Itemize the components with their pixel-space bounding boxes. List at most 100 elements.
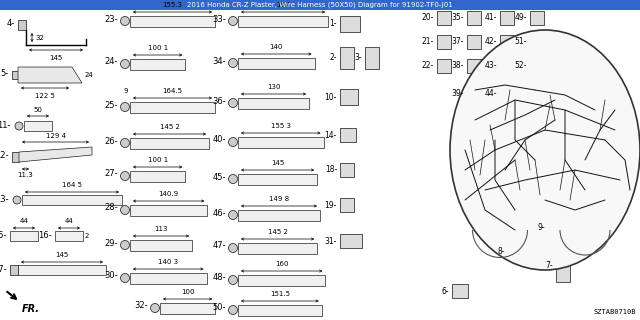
Text: FR.: FR. <box>22 304 40 314</box>
Text: 23-: 23- <box>104 14 118 23</box>
Text: 8-: 8- <box>497 247 505 257</box>
Text: 33-: 33- <box>212 14 226 23</box>
Bar <box>160 302 215 314</box>
Text: 130: 130 <box>267 84 280 90</box>
Text: SZTAB0710B: SZTAB0710B <box>593 309 636 315</box>
Text: 39-: 39- <box>451 89 464 98</box>
Bar <box>55 231 83 241</box>
Text: 38-: 38- <box>452 61 464 70</box>
Text: 44: 44 <box>20 218 28 224</box>
Text: 46-: 46- <box>212 209 226 218</box>
Text: 100 1: 100 1 <box>147 45 168 51</box>
Text: 17-: 17- <box>0 266 7 275</box>
Text: 20-: 20- <box>422 13 434 22</box>
Text: 32: 32 <box>35 35 44 41</box>
Text: 22-: 22- <box>422 61 434 70</box>
Circle shape <box>549 223 559 233</box>
Circle shape <box>228 59 237 68</box>
Bar <box>130 59 185 69</box>
Bar <box>500 59 514 73</box>
Text: 43-: 43- <box>484 61 497 70</box>
Text: 155 3: 155 3 <box>271 123 291 129</box>
Bar <box>437 59 451 73</box>
Text: 41-: 41- <box>484 13 497 22</box>
Text: 145 2: 145 2 <box>268 229 287 235</box>
Bar <box>238 210 320 220</box>
Text: 5-: 5- <box>1 68 9 77</box>
Text: 6-: 6- <box>442 287 449 297</box>
Bar <box>556 252 570 282</box>
Ellipse shape <box>450 30 640 270</box>
Text: 145: 145 <box>49 55 63 61</box>
Bar <box>18 20 26 30</box>
Text: 145: 145 <box>271 160 284 166</box>
Text: 140 3: 140 3 <box>158 259 179 265</box>
Text: 29-: 29- <box>104 238 118 247</box>
Text: 35-: 35- <box>451 13 464 22</box>
Text: 100: 100 <box>181 289 195 295</box>
Bar <box>130 15 215 27</box>
Text: 18-: 18- <box>324 165 337 174</box>
Text: 40-: 40- <box>212 135 226 145</box>
Circle shape <box>120 241 129 250</box>
Text: 48-: 48- <box>212 274 226 283</box>
Bar <box>130 171 185 181</box>
Bar <box>238 275 325 285</box>
Text: 140: 140 <box>269 44 283 50</box>
Text: 164 5: 164 5 <box>62 182 82 188</box>
Text: 25-: 25- <box>104 100 118 109</box>
Text: 2: 2 <box>85 233 90 239</box>
Text: 42-: 42- <box>484 37 497 46</box>
Text: 50: 50 <box>33 107 42 113</box>
Bar <box>130 101 215 113</box>
Bar <box>530 11 544 25</box>
Text: 149 8: 149 8 <box>269 196 289 202</box>
Bar <box>130 273 207 284</box>
Circle shape <box>228 306 237 315</box>
Text: 14-: 14- <box>324 131 337 140</box>
Circle shape <box>120 60 129 68</box>
Polygon shape <box>18 67 82 83</box>
Circle shape <box>228 174 237 183</box>
Bar <box>238 305 322 316</box>
Bar <box>0 0 640 10</box>
Text: 47-: 47- <box>212 242 226 251</box>
Circle shape <box>120 205 129 214</box>
Bar <box>238 243 317 253</box>
Bar <box>10 265 18 275</box>
Bar <box>238 15 328 27</box>
Text: 9: 9 <box>124 88 128 94</box>
Bar <box>130 138 209 148</box>
Bar <box>500 11 514 25</box>
Circle shape <box>15 122 23 130</box>
Text: 113: 113 <box>154 226 168 232</box>
Circle shape <box>150 303 159 313</box>
Text: 7-: 7- <box>545 260 553 269</box>
Text: 36-: 36- <box>212 97 226 106</box>
Bar <box>238 173 317 185</box>
Text: 52-: 52- <box>515 61 527 70</box>
Text: 32-: 32- <box>134 301 148 310</box>
Circle shape <box>228 17 237 26</box>
Text: 155.3: 155.3 <box>163 2 182 8</box>
Text: 27-: 27- <box>104 170 118 179</box>
Text: 26-: 26- <box>104 137 118 146</box>
Circle shape <box>228 211 237 220</box>
Text: 11-: 11- <box>0 122 11 131</box>
Bar <box>12 71 18 79</box>
Text: 13-: 13- <box>0 196 9 204</box>
Circle shape <box>120 17 129 26</box>
Bar <box>365 47 379 69</box>
Bar <box>238 98 309 108</box>
Text: 12-: 12- <box>0 150 9 159</box>
Bar <box>530 35 544 49</box>
Text: 9-: 9- <box>538 223 545 233</box>
Bar <box>340 89 358 105</box>
Bar <box>340 198 354 212</box>
Text: 164.5: 164.5 <box>163 88 182 94</box>
Bar <box>12 152 19 162</box>
Text: 50-: 50- <box>212 303 226 313</box>
Text: 11.3: 11.3 <box>18 172 33 178</box>
Text: 4-: 4- <box>7 19 15 28</box>
Text: 145 2: 145 2 <box>159 124 179 130</box>
